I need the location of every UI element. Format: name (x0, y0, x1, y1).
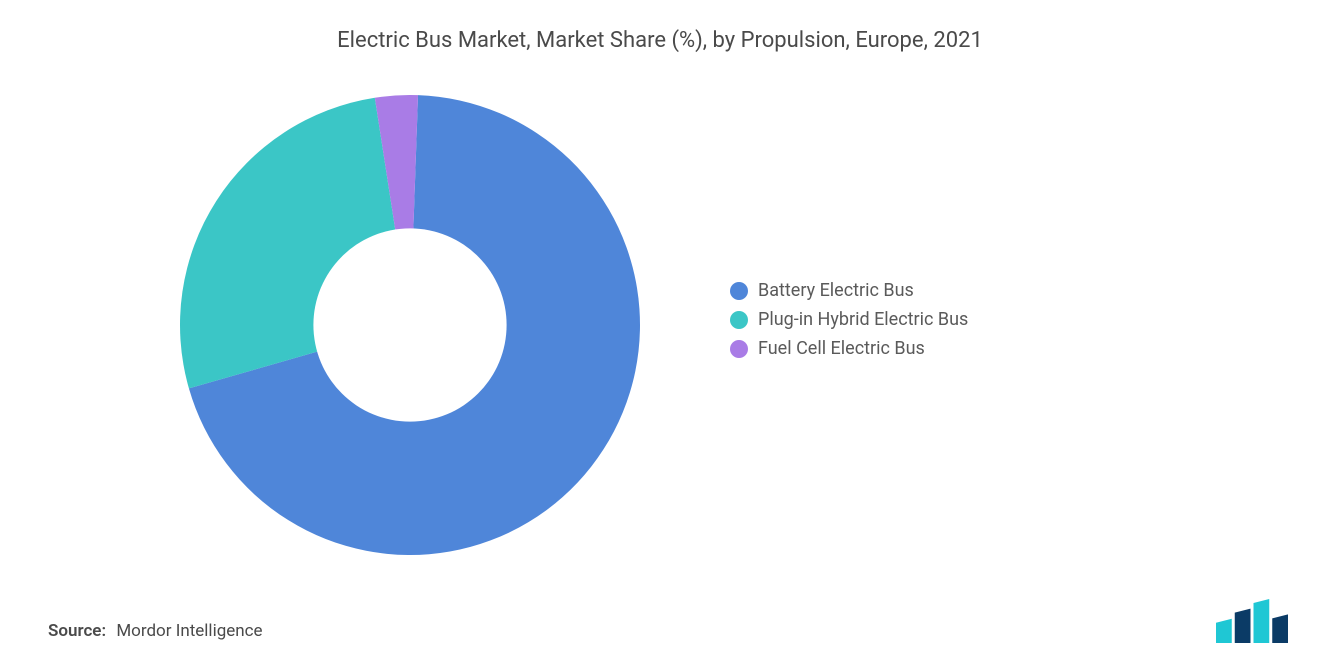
source-value: Mordor Intelligence (116, 621, 262, 641)
chart-container: Electric Bus Market, Market Share (%), b… (0, 0, 1320, 665)
legend-swatch (730, 340, 748, 358)
chart-title: Electric Bus Market, Market Share (%), b… (0, 0, 1320, 53)
legend: Battery Electric Bus Plug-in Hybrid Elect… (730, 280, 968, 367)
source-label: Source: (48, 621, 106, 641)
logo-bar (1254, 599, 1270, 643)
brand-logo (1216, 599, 1288, 643)
legend-label: Fuel Cell Electric Bus (758, 338, 925, 359)
donut-hole (313, 228, 506, 421)
legend-label: Plug-in Hybrid Electric Bus (758, 309, 968, 330)
legend-item: Fuel Cell Electric Bus (730, 338, 968, 359)
source-line: Source: Mordor Intelligence (48, 621, 263, 641)
logo-bar (1235, 609, 1251, 643)
legend-swatch (730, 311, 748, 329)
legend-label: Battery Electric Bus (758, 280, 914, 301)
logo-bar (1216, 619, 1232, 643)
legend-item: Plug-in Hybrid Electric Bus (730, 309, 968, 330)
legend-swatch (730, 282, 748, 300)
donut-chart (180, 95, 640, 555)
logo-bar (1272, 614, 1288, 643)
donut-svg (180, 95, 640, 555)
legend-item: Battery Electric Bus (730, 280, 968, 301)
